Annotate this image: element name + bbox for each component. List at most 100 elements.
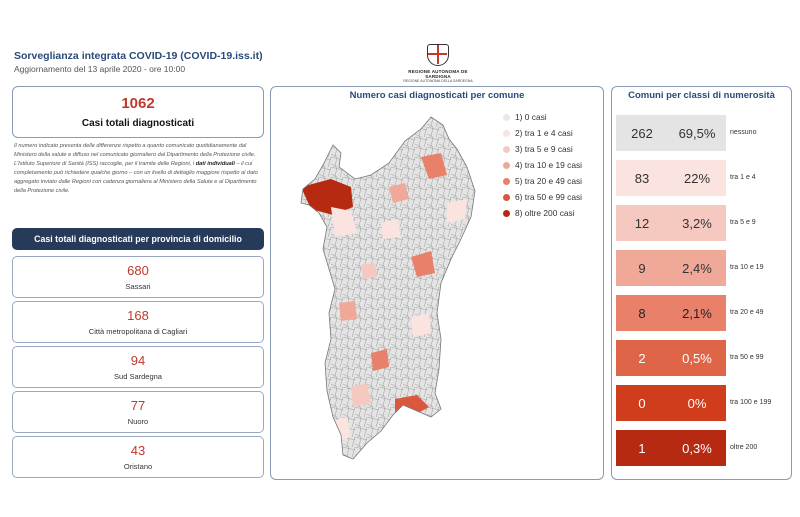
municipality-sassari (301, 179, 353, 215)
class-label: tra 5 e 9 (730, 219, 756, 226)
classes-title: Comuni per classi di numerosità (628, 90, 775, 101)
classes-panel: Comuni per classi di numerosità 262 69,5%… (611, 86, 792, 480)
class-label: tra 50 e 99 (730, 354, 764, 361)
class-count: 9 (638, 260, 646, 276)
class-row: 8 2,1% (616, 295, 726, 331)
sardinia-map (300, 116, 476, 460)
logo-line-2: REGIONE AUTONOMA DELLA SARDEGNA (403, 79, 473, 83)
legend-item: 6) tra 50 e 99 casi (503, 189, 582, 205)
class-percentage: 2,1% (682, 305, 712, 321)
province-value: 94 (130, 353, 146, 368)
total-cases-value: 1062 (121, 95, 155, 112)
class-label: tra 100 e 199 (730, 399, 772, 406)
map-title: Numero casi diagnosticati per comune (349, 90, 525, 101)
class-count: 262 (631, 125, 653, 141)
island-outline (300, 116, 476, 460)
class-count: 0 (638, 395, 646, 411)
province-value: 43 (130, 443, 146, 458)
class-row: 0 0% (616, 385, 726, 421)
class-percentage: 0,5% (682, 350, 712, 366)
legend-item: 1) 0 casi (503, 109, 582, 125)
legend-label: 5) tra 20 e 49 casi (515, 176, 583, 186)
class-row: 83 22% (616, 160, 726, 196)
province-section-header: Casi totali diagnosticati per provincia … (12, 228, 264, 250)
class-count: 83 (634, 170, 650, 186)
class-percentage: 0% (687, 395, 707, 411)
province-name: Sud Sardegna (114, 372, 162, 381)
province-name: Nuoro (127, 417, 149, 426)
province-value: 168 (127, 308, 149, 323)
legend-label: 1) 0 casi (515, 112, 547, 122)
legend-item: 5) tra 20 e 49 casi (503, 173, 582, 189)
class-label: tra 20 e 49 (730, 309, 764, 316)
province-name: Sassari (125, 282, 151, 291)
update-date: Aggiornamento del 13 aprile 2020 - ore 1… (14, 64, 186, 74)
municipality (447, 199, 467, 223)
class-label: oltre 200 (730, 444, 758, 451)
municipality (389, 183, 409, 203)
total-cases-card: 1062 Casi totali diagnosticati (12, 86, 264, 138)
province-value: 680 (127, 263, 149, 278)
class-count: 1 (638, 440, 646, 456)
legend-label: 8) oltre 200 casi (515, 208, 575, 218)
class-row: 262 69,5% (616, 115, 726, 151)
class-row: 9 2,4% (616, 250, 726, 286)
province-value: 77 (130, 398, 146, 413)
legend-swatch-icon (503, 177, 510, 185)
region-logo: REGIONE AUTONOMA DE SARDIGNA REGIONE AUT… (398, 44, 478, 83)
legend-label: 2) tra 1 e 4 casi (515, 128, 573, 138)
map-legend: 1) 0 casi 2) tra 1 e 4 casi 3) tra 5 e 9 c… (503, 109, 582, 221)
class-row: 2 0,5% (616, 340, 726, 376)
legend-item: 3) tra 5 e 9 casi (503, 141, 582, 157)
total-cases-label: Casi totali diagnosticati (81, 118, 195, 129)
municipality-nuoro (411, 251, 435, 277)
class-label: tra 1 e 4 (730, 174, 756, 181)
note-paragraph-2: L'Istituto Superiore di Sanità (ISS) rac… (14, 160, 266, 196)
class-label: nessuno (730, 129, 757, 136)
legend-swatch-icon (503, 145, 510, 153)
page-title: Sorveglianza integrata COVID-19 (COVID-1… (14, 50, 263, 62)
logo-line-1: REGIONE AUTONOMA DE SARDIGNA (408, 69, 468, 79)
note-text-a: L'Istituto Superiore di Sanità (ISS) rac… (14, 161, 196, 167)
class-count: 12 (634, 215, 650, 231)
legend-item: 8) oltre 200 casi (503, 205, 582, 221)
municipality (361, 263, 377, 279)
municipality (339, 301, 357, 321)
municipality (331, 207, 357, 237)
class-percentage: 3,2% (682, 215, 712, 231)
note-text-bold: dati individuali (195, 161, 235, 167)
map-panel: Numero casi diagnosticati per comune (270, 86, 604, 480)
legend-swatch-icon (503, 193, 510, 201)
class-label: tra 10 e 19 (730, 264, 764, 271)
province-card-oristano: 43 Oristano (12, 436, 264, 478)
disclaimer-note: Il numero indicato presenta delle differ… (14, 142, 266, 196)
legend-item: 4) tra 10 e 19 casi (503, 157, 582, 173)
province-name: Città metropolitana di Cagliari (88, 327, 188, 336)
class-row: 12 3,2% (616, 205, 726, 241)
class-percentage: 0,3% (682, 440, 712, 456)
legend-label: 3) tra 5 e 9 casi (515, 144, 573, 154)
legend-swatch-icon (503, 209, 510, 217)
municipality (351, 383, 371, 407)
province-card-sassari: 680 Sassari (12, 256, 264, 298)
municipality (411, 313, 431, 337)
municipality (371, 349, 389, 371)
crest-icon (427, 44, 449, 66)
legend-swatch-icon (503, 129, 510, 137)
class-row: 1 0,3% (616, 430, 726, 466)
municipality-olbia (421, 153, 447, 179)
class-count: 8 (638, 305, 646, 321)
province-name: Oristano (123, 462, 153, 471)
note-text-c: – il cui completamento può richiedere qu… (14, 161, 258, 194)
class-percentage: 69,5% (678, 125, 716, 141)
legend-label: 4) tra 10 e 19 casi (515, 160, 583, 170)
class-percentage: 2,4% (682, 260, 712, 276)
class-count: 2 (638, 350, 646, 366)
legend-swatch-icon (503, 161, 510, 169)
note-paragraph-1: Il numero indicato presenta delle differ… (14, 143, 256, 158)
class-percentage: 22% (683, 170, 711, 186)
legend-label: 6) tra 50 e 99 casi (515, 192, 583, 202)
province-card-sud-sardegna: 94 Sud Sardegna (12, 346, 264, 388)
legend-swatch-icon (503, 113, 510, 121)
province-card-nuoro: 77 Nuoro (12, 391, 264, 433)
